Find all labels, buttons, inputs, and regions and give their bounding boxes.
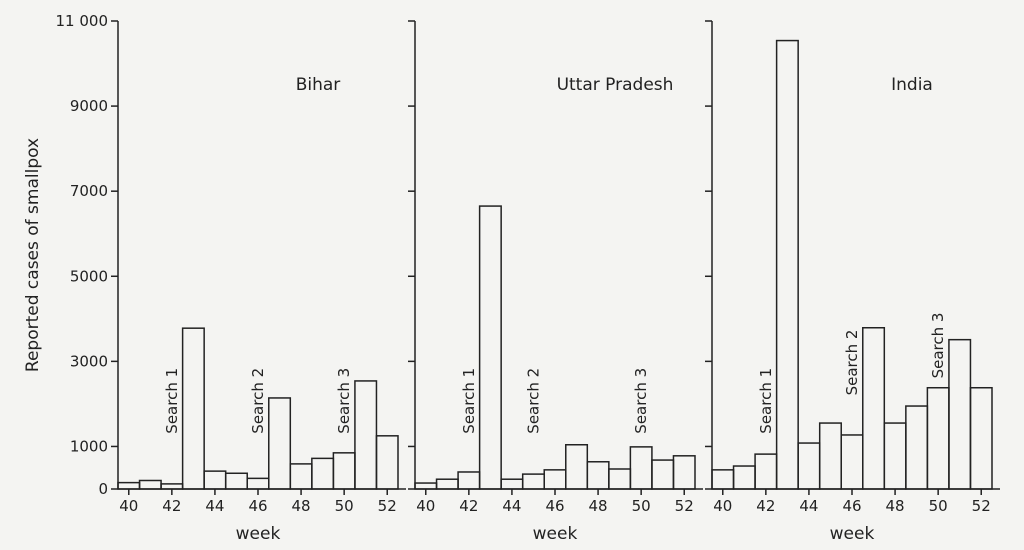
annotation: Search 2 [249, 368, 267, 434]
y-tick-label: 7000 [70, 182, 108, 200]
bar [883, 422, 907, 490]
x-axis-label: week [533, 524, 578, 544]
x-tick-label: 40 [416, 497, 435, 515]
bar [268, 397, 292, 490]
x-tick-label: 52 [378, 497, 397, 515]
bar [203, 470, 227, 490]
annotation: Search 2 [843, 330, 861, 396]
x-tick-label: 50 [335, 497, 354, 515]
y-tick-label: 3000 [70, 352, 108, 370]
bar [969, 386, 993, 490]
x-axis-label: week [236, 524, 281, 544]
bar [608, 468, 632, 490]
x-tick-label: 44 [799, 497, 818, 515]
bar [224, 472, 248, 490]
annotation: Search 3 [929, 313, 947, 379]
annotation: Search 1 [460, 368, 478, 434]
bar [862, 327, 886, 490]
y-tick-label: 1000 [70, 437, 108, 455]
y-tick-label: 9000 [70, 97, 108, 115]
bar [246, 477, 270, 490]
annotation: Search 1 [757, 368, 775, 434]
bar [435, 478, 459, 490]
bar [775, 39, 799, 490]
x-tick-label: 46 [842, 497, 861, 515]
bar [478, 205, 502, 490]
annotation: Search 2 [524, 368, 542, 434]
bar [818, 422, 842, 490]
bar [732, 465, 756, 490]
bar [457, 471, 481, 490]
panel-title: Bihar [296, 75, 341, 95]
x-tick-label: 40 [119, 497, 138, 515]
x-tick-label: 44 [205, 497, 224, 515]
x-tick-label: 42 [459, 497, 478, 515]
bar [354, 380, 378, 490]
panel-title: India [891, 75, 933, 95]
x-tick-label: 44 [502, 497, 521, 515]
bar [332, 452, 356, 490]
x-axis-label: week [830, 524, 875, 544]
x-tick-label: 50 [929, 497, 948, 515]
bar [586, 461, 610, 490]
bar [926, 386, 950, 490]
bar [375, 435, 399, 490]
bar [414, 482, 438, 490]
bar [117, 481, 141, 490]
bar [500, 478, 524, 490]
x-tick-label: 40 [713, 497, 732, 515]
annotation: Search 1 [163, 368, 181, 434]
bar [565, 444, 589, 490]
bar [840, 434, 864, 490]
bar [754, 453, 778, 490]
bar [521, 473, 545, 490]
annotation: Search 3 [335, 368, 353, 434]
panel-title: Uttar Pradesh [557, 75, 674, 95]
x-tick-label: 46 [545, 497, 564, 515]
x-tick-label: 48 [589, 497, 608, 515]
x-tick-label: 52 [972, 497, 991, 515]
x-tick-label: 48 [886, 497, 905, 515]
bar [797, 442, 821, 490]
y-tick-label: 11 000 [56, 12, 109, 30]
bar [289, 463, 313, 490]
bar [672, 455, 696, 490]
y-tick-label: 5000 [70, 267, 108, 285]
bar [711, 469, 735, 490]
x-tick-label: 52 [675, 497, 694, 515]
y-axis-label: Reported cases of smallpox [23, 138, 43, 372]
bar [651, 459, 675, 490]
bar [181, 327, 205, 490]
bar [160, 483, 184, 490]
bar [948, 338, 972, 490]
x-tick-label: 50 [632, 497, 651, 515]
bar [543, 469, 567, 490]
bar [629, 446, 653, 490]
annotation: Search 3 [632, 368, 650, 434]
x-tick-label: 42 [756, 497, 775, 515]
x-tick-label: 48 [292, 497, 311, 515]
x-tick-label: 42 [162, 497, 181, 515]
bar [311, 457, 335, 490]
x-tick-label: 46 [248, 497, 267, 515]
bar [138, 479, 162, 490]
y-tick-label: 0 [98, 480, 108, 498]
bar [905, 405, 929, 490]
